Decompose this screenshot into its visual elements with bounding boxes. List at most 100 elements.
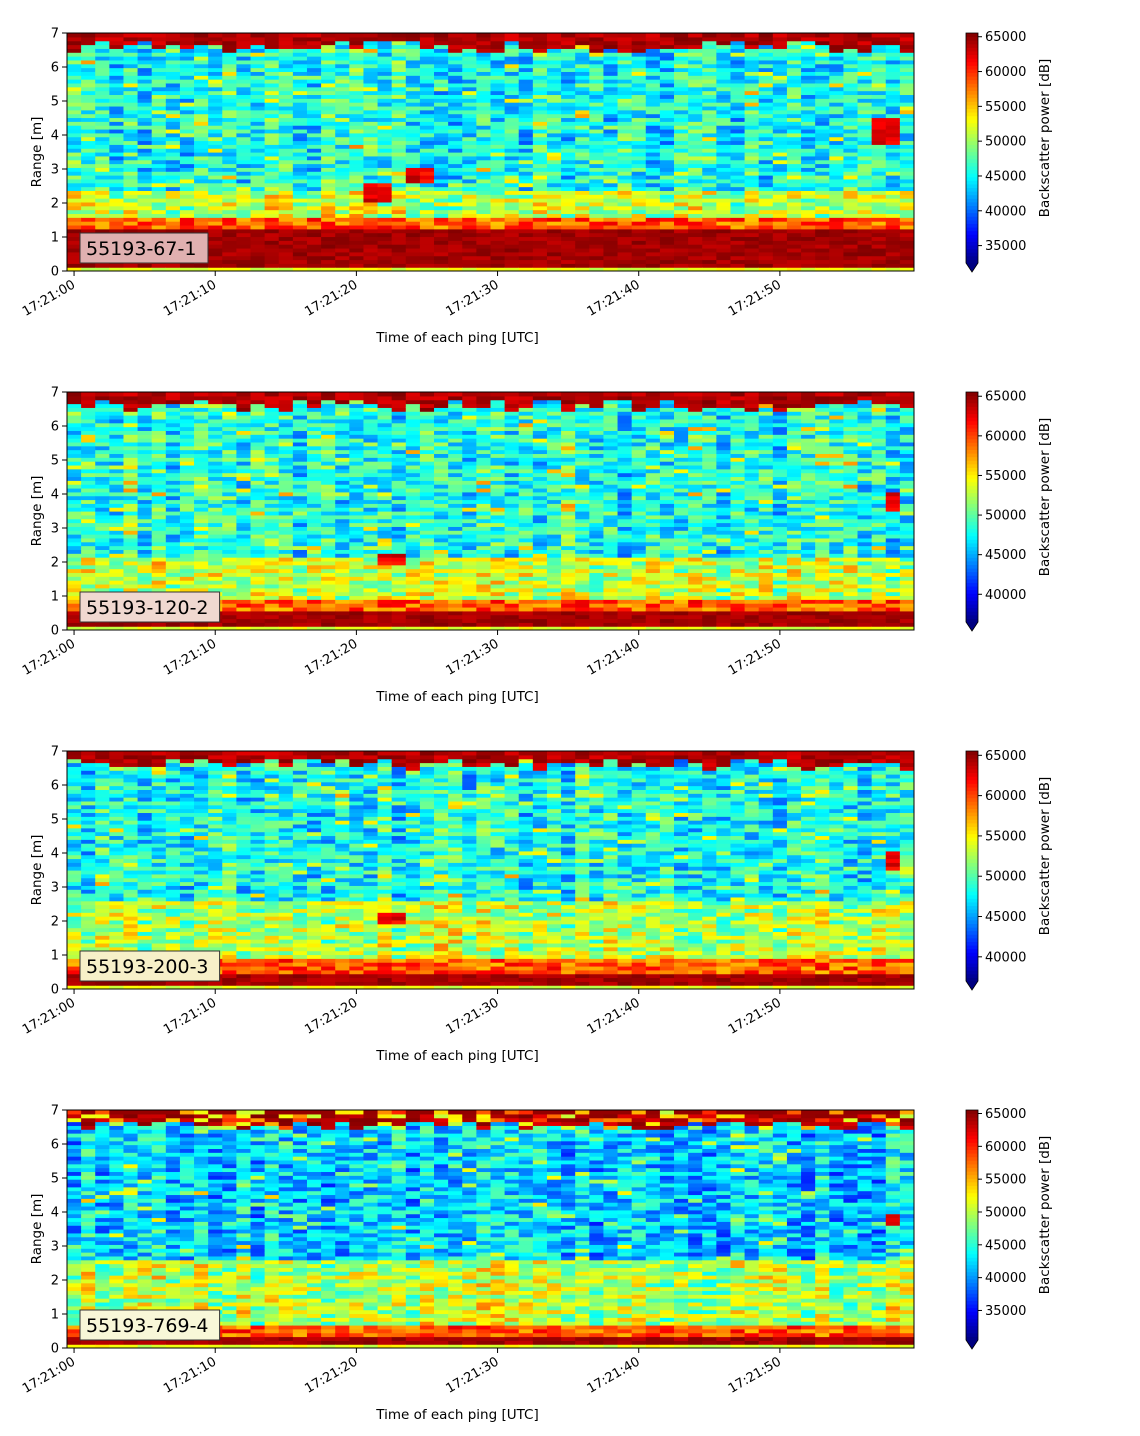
y-tick-label: 4 <box>51 129 59 144</box>
heatmap-cells <box>67 1110 914 1348</box>
x-tick-label: 17:21:30 <box>443 995 501 1037</box>
colorbar-extend-min <box>966 622 978 631</box>
y-tick-label: 7 <box>51 1104 59 1119</box>
colorbar-tick-label: 40000 <box>985 588 1026 603</box>
x-axis-label: Time of each ping [UTC] <box>375 330 539 346</box>
y-tick-label: 6 <box>51 1138 59 1153</box>
colorbar-tick-label: 65000 <box>985 390 1026 405</box>
heatmap-cells <box>67 392 914 630</box>
x-tick-label: 17:21:00 <box>20 277 78 319</box>
y-tick-label: 4 <box>51 1206 59 1221</box>
colorbar-tick-label: 45000 <box>985 1238 1026 1253</box>
sample-label-box <box>79 591 221 623</box>
heatmap-cells <box>67 751 914 989</box>
colorbar-tick-label: 65000 <box>985 30 1026 45</box>
x-tick-label: 17:21:10 <box>161 636 219 678</box>
colorbar: 40000 45000 50000 55000 60000 65000 Backscatte… <box>965 390 1053 632</box>
y-tick-label: 5 <box>51 95 59 110</box>
y-tick-label: 6 <box>51 61 59 76</box>
y-tick-label: 5 <box>51 454 59 469</box>
x-axis-label: Time of each ping [UTC] <box>375 689 539 705</box>
colorbar-frame <box>965 32 979 273</box>
heatmap-cells <box>67 33 914 271</box>
y-tick-label: 1 <box>51 949 59 964</box>
colorbar-tick-label: 40000 <box>985 950 1026 965</box>
x-tick-label: 17:21:40 <box>585 1354 643 1396</box>
colorbar-tick-label: 60000 <box>985 429 1026 444</box>
x-tick-label: 17:21:50 <box>726 995 784 1037</box>
colorbar-tick-label: 35000 <box>985 239 1026 254</box>
colorbar-frame <box>965 1109 979 1350</box>
x-tick-label: 17:21:30 <box>443 277 501 319</box>
colorbar-extend-min <box>966 1340 978 1349</box>
x-tick-label: 17:21:20 <box>302 277 360 319</box>
x-tick-label: 17:21:10 <box>161 277 219 319</box>
sample-label: 55193-200-3 <box>86 956 209 978</box>
colorbar-tick-label: 50000 <box>985 870 1026 885</box>
colorbar-tick-label: 40000 <box>985 204 1026 219</box>
y-axis-label: Range [m] <box>29 1194 45 1265</box>
x-tick-label: 17:21:10 <box>161 995 219 1037</box>
sample-label-box <box>79 1309 221 1341</box>
plot-frame <box>66 1109 915 1349</box>
plot-frame <box>66 391 915 631</box>
sample-label-box <box>79 232 209 264</box>
colorbar: 35000 40000 45000 50000 55000 60000 65000 Backs… <box>965 30 1053 273</box>
y-tick-label: 6 <box>51 779 59 794</box>
x-tick-label: 17:21:00 <box>20 995 78 1037</box>
chart-panel-3: 0 1 2 3 4 5 6 7 17:21:00 17:21:10 17:21:20 17:21:30… <box>20 745 1053 1065</box>
colorbar-extend-min <box>966 263 978 272</box>
y-tick-label: 1 <box>51 1308 59 1323</box>
x-tick-label: 17:21:30 <box>443 1354 501 1396</box>
y-tick-label: 2 <box>51 1274 59 1289</box>
colorbar-extend-min <box>966 981 978 990</box>
colorbar-tick-label: 55000 <box>985 100 1026 115</box>
x-tick-label: 17:21:40 <box>585 277 643 319</box>
y-axis-label: Range [m] <box>29 476 45 547</box>
y-tick-label: 2 <box>51 197 59 212</box>
x-tick-label: 17:21:20 <box>302 995 360 1037</box>
colorbar: 40000 45000 50000 55000 60000 65000 Backscatte… <box>965 749 1053 991</box>
y-tick-label: 1 <box>51 590 59 605</box>
y-tick-label: 0 <box>51 983 59 998</box>
colorbar-tick-label: 50000 <box>985 509 1026 524</box>
colorbar-tick-label: 65000 <box>985 1107 1026 1122</box>
y-axis-label: Range [m] <box>29 117 45 188</box>
y-tick-label: 5 <box>51 813 59 828</box>
y-tick-label: 3 <box>51 1240 59 1255</box>
colorbar-tick-label: 60000 <box>985 1140 1026 1155</box>
colorbar-label: Backscatter power [dB] <box>1037 1136 1053 1295</box>
colorbar-tick-label: 50000 <box>985 135 1026 150</box>
y-tick-label: 7 <box>51 27 59 42</box>
colorbar-frame <box>965 750 979 991</box>
sample-label: 55193-120-2 <box>86 597 209 619</box>
x-tick-label: 17:21:20 <box>302 636 360 678</box>
y-tick-label: 0 <box>51 624 59 639</box>
x-tick-label: 17:21:10 <box>161 1354 219 1396</box>
x-axis-label: Time of each ping [UTC] <box>375 1048 539 1064</box>
y-tick-label: 6 <box>51 420 59 435</box>
plot-frame <box>66 750 915 990</box>
y-axis-label: Range [m] <box>29 835 45 906</box>
colorbar-tick-label: 40000 <box>985 1271 1026 1286</box>
y-tick-label: 0 <box>51 265 59 280</box>
y-tick-label: 7 <box>51 386 59 401</box>
chart-panel-4: 0 1 2 3 4 5 6 7 17:21:00 17:21:10 17:21:20 17:21:30… <box>20 1104 1053 1424</box>
colorbar-tick-label: 50000 <box>985 1205 1026 1220</box>
y-tick-label: 0 <box>51 1342 59 1357</box>
colorbar-tick-label: 35000 <box>985 1304 1026 1319</box>
x-tick-label: 17:21:50 <box>726 1354 784 1396</box>
y-tick-label: 3 <box>51 522 59 537</box>
x-tick-label: 17:21:00 <box>20 1354 78 1396</box>
x-tick-label: 17:21:00 <box>20 636 78 678</box>
colorbar-tick-label: 55000 <box>985 1173 1026 1188</box>
x-tick-label: 17:21:50 <box>726 277 784 319</box>
colorbar-tick-label: 65000 <box>985 749 1026 764</box>
colorbar-label: Backscatter power [dB] <box>1037 59 1053 218</box>
y-tick-label: 3 <box>51 881 59 896</box>
colorbar-tick-label: 45000 <box>985 169 1026 184</box>
x-tick-label: 17:21:40 <box>585 636 643 678</box>
chart-panel-2: 0 1 2 3 4 5 6 7 17:21:00 17:21:10 17:21:20 17:21:30… <box>20 386 1053 706</box>
y-tick-label: 2 <box>51 915 59 930</box>
x-tick-label: 17:21:20 <box>302 1354 360 1396</box>
